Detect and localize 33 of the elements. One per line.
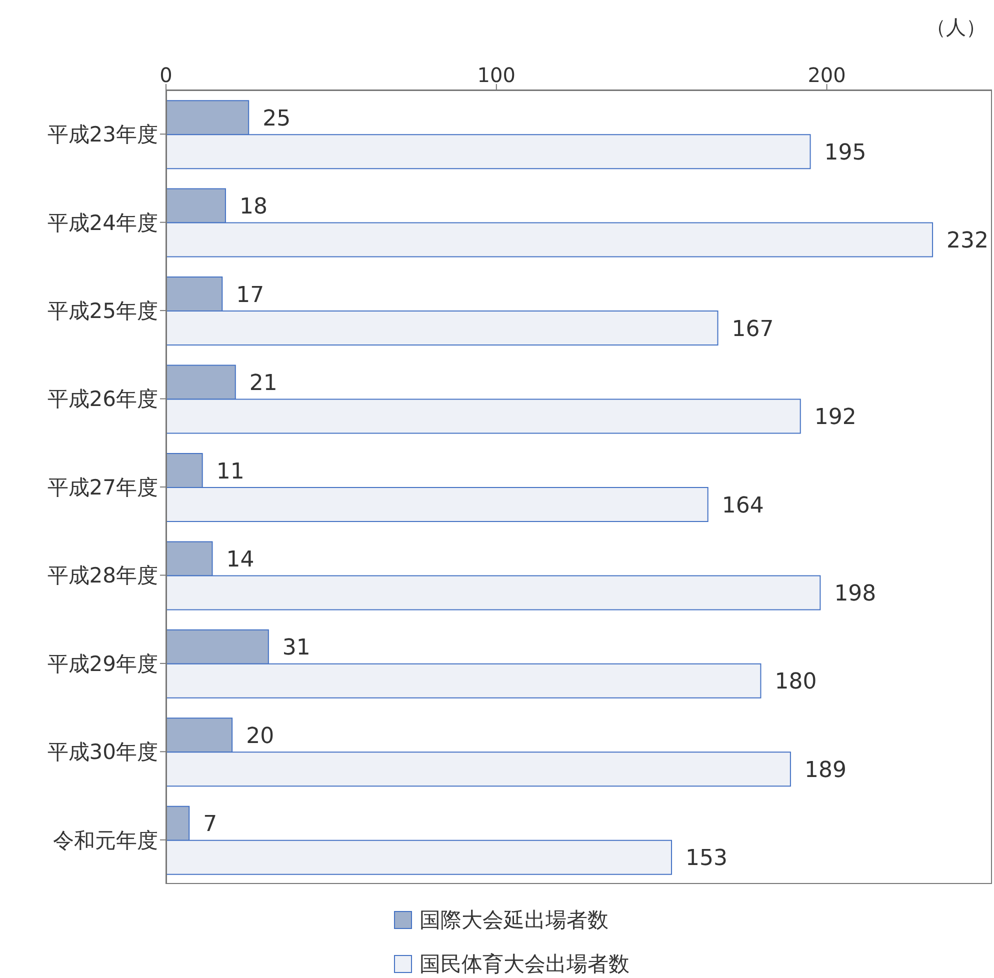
x-axis-title: （人）	[926, 14, 986, 41]
x-tick-label: 0	[160, 63, 172, 87]
data-label: 153	[686, 846, 728, 872]
data-label: 7	[203, 812, 218, 838]
y-tick-label: 平成28年度	[47, 564, 158, 588]
data-label: 195	[824, 140, 866, 166]
y-tick-label: 平成27年度	[47, 475, 158, 500]
y-tick-label: 平成29年度	[47, 652, 158, 676]
data-label: 11	[216, 459, 244, 484]
data-label: 167	[732, 316, 774, 342]
data-label: 18	[239, 194, 268, 220]
data-label: 189	[804, 758, 846, 783]
data-label: 180	[774, 670, 817, 695]
y-tick-label: 平成25年度	[47, 299, 158, 324]
y-tick-label: 令和元年度	[53, 828, 158, 852]
data-label: 198	[834, 582, 876, 607]
y-tick-label: 平成24年度	[47, 210, 158, 235]
x-tick-label: 200	[808, 63, 846, 87]
x-tick-label: 100	[477, 63, 516, 87]
data-label: 20	[246, 724, 274, 749]
data-label: 192	[814, 405, 856, 430]
data-label: 21	[249, 371, 278, 396]
data-label: 17	[236, 282, 264, 308]
legend-label: 国際大会延出場者数	[420, 907, 608, 934]
data-label: 31	[282, 636, 310, 661]
data-label: 164	[722, 493, 764, 518]
data-label: 25	[262, 106, 291, 132]
legend-label: 国民体育大会出場者数	[420, 951, 630, 978]
data-label: 232	[946, 228, 989, 254]
data-label: 14	[226, 548, 254, 573]
y-tick-label: 平成30年度	[47, 740, 158, 764]
y-tick-label: 平成23年度	[47, 122, 158, 147]
y-tick-label: 平成26年度	[47, 387, 158, 412]
